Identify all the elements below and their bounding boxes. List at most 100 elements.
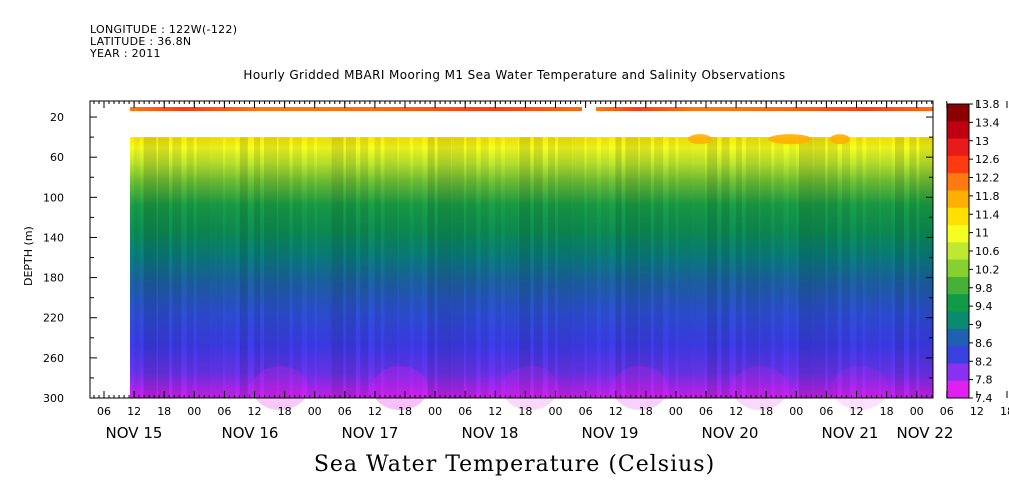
variability-streak bbox=[413, 137, 423, 398]
x-tick-label: 12 bbox=[729, 405, 743, 418]
x-tick-label: 18 bbox=[518, 405, 532, 418]
colorbar-swatch bbox=[947, 173, 969, 191]
x-day-label: NOV 21 bbox=[822, 424, 879, 442]
x-tick-label: 06 bbox=[338, 405, 352, 418]
variability-streak bbox=[254, 137, 261, 398]
colorbar-label: 10.6 bbox=[975, 245, 1000, 258]
y-tick-label: 60 bbox=[50, 151, 64, 164]
variability-streak bbox=[278, 137, 290, 398]
colorbar-swatch bbox=[947, 346, 969, 364]
variability-streak bbox=[880, 137, 892, 398]
variability-streak bbox=[186, 137, 194, 398]
x-tick-label: 00 bbox=[789, 405, 803, 418]
x-day-label: NOV 15 bbox=[106, 424, 163, 442]
warm-surface-patch bbox=[688, 134, 712, 145]
warm-surface-patch bbox=[768, 134, 812, 145]
variability-streak bbox=[398, 137, 410, 398]
longitude-label: LONGITUDE : 122W(-122) bbox=[90, 23, 238, 36]
cold-bottom-patch bbox=[612, 366, 668, 410]
y-tick-label: 300 bbox=[43, 392, 64, 405]
colorbar-label: 7.8 bbox=[975, 374, 993, 387]
x-tick-label: 06 bbox=[217, 405, 231, 418]
cold-bottom-patch bbox=[832, 366, 888, 410]
x-tick-label: 00 bbox=[910, 405, 924, 418]
variability-streak bbox=[586, 137, 597, 398]
variability-streak bbox=[307, 137, 315, 398]
x-day-label: NOV 17 bbox=[342, 424, 399, 442]
chart-title: Hourly Gridded MBARI Mooring M1 Sea Wate… bbox=[243, 68, 786, 82]
variability-streak bbox=[133, 137, 140, 398]
y-tick-label: 140 bbox=[43, 231, 64, 244]
variability-streak bbox=[374, 137, 381, 398]
cold-bottom-patch bbox=[502, 366, 558, 410]
variability-streak bbox=[480, 137, 489, 398]
x-tick-label: 00 bbox=[428, 405, 442, 418]
metadata-block: LONGITUDE : 122W(-122) LATITUDE : 36.8N … bbox=[90, 24, 237, 60]
colorbar-label: 11.8 bbox=[975, 190, 1000, 203]
colorbar-swatch bbox=[947, 155, 969, 174]
colorbar-label: 7.4 bbox=[975, 392, 993, 405]
variability-streak bbox=[384, 137, 398, 398]
variability-streak bbox=[707, 137, 718, 398]
axes: 20 60 100 140 180 220 260 300 06 12 18 00 06 12 18 00 06… bbox=[43, 100, 1009, 442]
variability-streak bbox=[451, 137, 464, 398]
x-tick-label: 12 bbox=[127, 405, 141, 418]
colorbar-swatch bbox=[947, 242, 969, 261]
x-tick-label: 00 bbox=[669, 405, 683, 418]
colorbar-swatch bbox=[947, 225, 969, 243]
plot-frame bbox=[89, 100, 934, 399]
colorbar-swatch bbox=[947, 121, 969, 140]
x-tick-label: 06 bbox=[940, 405, 954, 418]
warm-surface-patch bbox=[830, 134, 850, 145]
x-tick-label: 06 bbox=[97, 405, 111, 418]
x-day-label: NOV 19 bbox=[582, 424, 639, 442]
x-tick-label: 00 bbox=[549, 405, 563, 418]
variability-streak bbox=[842, 137, 851, 398]
x-tick-label: 12 bbox=[970, 405, 984, 418]
variability-streak bbox=[572, 137, 585, 398]
colorbar-swatch bbox=[947, 104, 969, 122]
x-tick-label: 12 bbox=[609, 405, 623, 418]
colorbar-swatch bbox=[947, 138, 969, 157]
x-tick-label: 18 bbox=[880, 405, 894, 418]
variability-streak bbox=[909, 137, 917, 398]
variability-streak bbox=[601, 137, 610, 398]
x-tick-label: 06 bbox=[458, 405, 472, 418]
x-tick-label: 18 bbox=[398, 405, 412, 418]
variability-streak bbox=[856, 137, 863, 398]
x-day-label: NOV 20 bbox=[702, 424, 759, 442]
variability-streak bbox=[239, 137, 248, 398]
x-day-label: NOV 18 bbox=[462, 424, 519, 442]
variability-streak bbox=[654, 137, 664, 398]
plot-area bbox=[130, 107, 934, 410]
x-day-label: NOV 16 bbox=[222, 424, 279, 442]
colorbar-label: 13 bbox=[975, 135, 989, 148]
variability-streak bbox=[798, 137, 813, 398]
variability-streak bbox=[721, 137, 730, 398]
x-tick-label: 00 bbox=[187, 405, 201, 418]
variability-streak bbox=[639, 137, 651, 398]
variability-streak bbox=[331, 137, 344, 398]
variability-streak bbox=[466, 137, 477, 398]
variability-streak bbox=[157, 137, 169, 398]
x-tick-label: 18 bbox=[759, 405, 773, 418]
cold-bottom-patch bbox=[372, 366, 428, 410]
colorbar-swatch bbox=[947, 380, 969, 399]
variability-streak bbox=[495, 137, 502, 398]
colorbar-label: 8.2 bbox=[975, 355, 993, 368]
y-tick-label: 220 bbox=[43, 312, 64, 325]
x-tick-label: 18 bbox=[278, 405, 292, 418]
colorbar-label: 13.8 bbox=[975, 98, 1000, 111]
variability-streak bbox=[692, 137, 705, 398]
colorbar-label: 11.4 bbox=[975, 208, 1000, 221]
variability-streak bbox=[360, 137, 369, 398]
x-tick-label: 18 bbox=[1000, 405, 1009, 418]
variability-streak bbox=[292, 137, 302, 398]
variability-streak bbox=[774, 137, 784, 398]
colorbar-label: 12.2 bbox=[975, 172, 1000, 185]
latitude-label: LATITUDE : 36.8N bbox=[90, 35, 192, 48]
colorbar-swatch bbox=[947, 294, 969, 313]
colorbar-swatch bbox=[947, 311, 969, 330]
colorbar-label: 10.2 bbox=[975, 263, 1000, 276]
